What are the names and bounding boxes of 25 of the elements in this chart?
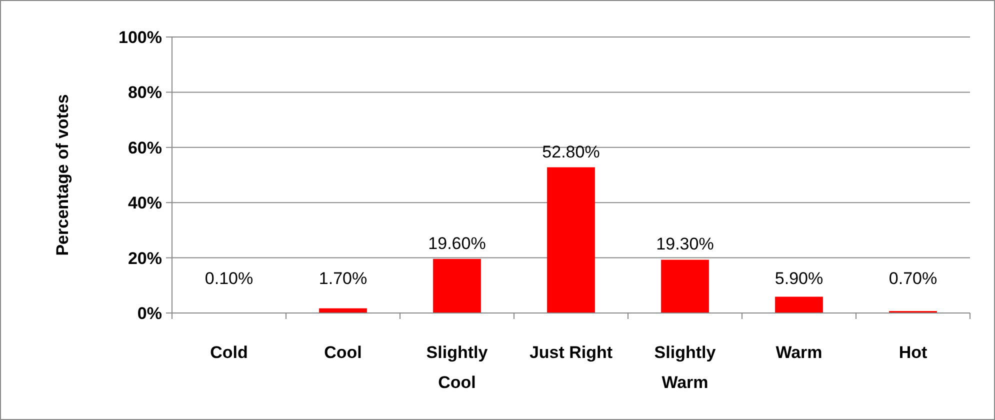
x-tick-label: Hot <box>898 343 928 362</box>
data-label: 0.70% <box>888 269 938 288</box>
bar <box>547 167 595 313</box>
data-label: 19.30% <box>656 234 714 254</box>
data-label: 52.80% <box>542 142 600 162</box>
data-label: 5.90% <box>774 269 824 288</box>
y-tick-label: 0% <box>137 304 162 323</box>
x-tick-label: Just Right <box>529 343 613 362</box>
y-tick-label: 20% <box>128 248 162 268</box>
y-tick-label: 80% <box>128 83 162 102</box>
x-tick-label: Slightly Warm <box>654 343 716 392</box>
x-tick-label: Cool <box>324 343 362 362</box>
bar <box>775 296 823 313</box>
y-tick-label: 40% <box>128 194 162 213</box>
bar <box>433 258 481 313</box>
x-tick-label: Warm <box>776 343 822 362</box>
y-tick-label: 100% <box>118 28 162 47</box>
y-axis-title: Percentage of votes <box>53 94 72 256</box>
data-label: 0.10% <box>204 269 254 288</box>
bar <box>661 260 709 313</box>
data-label: 19.60% <box>428 234 486 253</box>
x-tick-label: Cold <box>210 343 248 362</box>
y-tick-label: 60% <box>128 138 162 158</box>
x-tick-label: Slightly Cool <box>426 343 488 392</box>
data-label: 1.70% <box>318 269 368 288</box>
